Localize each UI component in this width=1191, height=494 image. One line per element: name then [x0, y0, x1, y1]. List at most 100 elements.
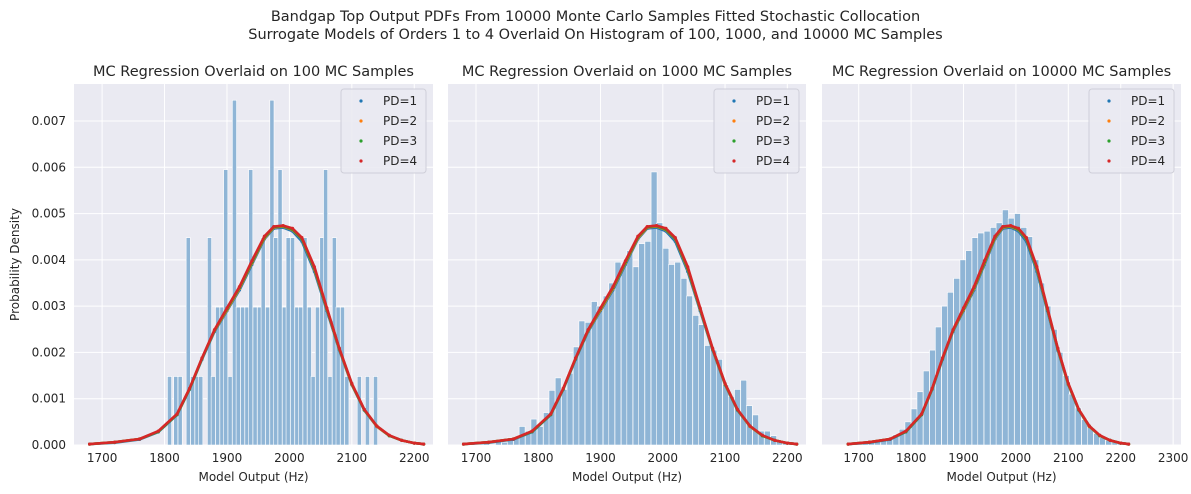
histogram-bar [248, 169, 254, 446]
series-point [250, 259, 254, 263]
histogram-bar [315, 306, 320, 446]
legend-label: PD=4 [1131, 154, 1165, 168]
series-point [623, 259, 628, 263]
y-tick-label: 0.000 [32, 438, 66, 452]
histogram-bar [650, 171, 658, 446]
y-tick-label: 0.003 [32, 299, 66, 313]
histogram-bar [501, 441, 508, 446]
x-tick-label: 1700 [461, 451, 492, 465]
legend-label: PD=3 [1131, 134, 1165, 148]
legend-label: PD=2 [756, 114, 790, 128]
histogram-bar [327, 376, 333, 446]
x-tick-label: 1800 [896, 451, 927, 465]
legend: PD=1 PD=2 PD=3 PD=4 [713, 88, 800, 174]
legend: PD=1 PD=2 PD=3 PD=4 [1088, 88, 1175, 174]
y-tick-label: 0.006 [32, 160, 66, 174]
series-point [1087, 424, 1091, 428]
series-point [993, 234, 997, 238]
x-tick-label: 1700 [843, 451, 874, 465]
x-tick-label: 2200 [399, 451, 430, 465]
series-point [972, 285, 976, 289]
legend-marker [359, 99, 363, 103]
series-point [187, 386, 192, 391]
series-point [846, 442, 850, 446]
histogram-bar [674, 261, 682, 446]
histogram-bar [614, 261, 622, 446]
legend-marker [1107, 139, 1111, 143]
histogram-bar [210, 376, 216, 446]
series-point [1035, 265, 1039, 269]
series-point [325, 306, 329, 310]
histogram-bar [632, 266, 640, 446]
legend-marker [732, 139, 736, 143]
series-point [88, 442, 92, 446]
series-point [673, 236, 677, 240]
series-point [272, 224, 276, 229]
legend-label: PD=2 [383, 114, 417, 128]
series-point [919, 412, 924, 416]
histogram-bar [620, 264, 628, 446]
series-point [698, 306, 702, 310]
histogram-bar [235, 306, 241, 446]
histogram-bar [344, 376, 350, 446]
series-point [1066, 381, 1070, 386]
series-point [686, 265, 690, 269]
series-point [711, 346, 715, 350]
histogram-bar [290, 237, 295, 446]
histogram-bar [686, 295, 693, 446]
x-tick-label: 2200 [1105, 451, 1136, 465]
legend-label: PD=1 [1131, 94, 1165, 108]
legend-label: PD=1 [383, 94, 417, 108]
histogram-bar [947, 291, 954, 446]
series-point [1024, 236, 1028, 240]
series-point [300, 236, 304, 240]
legend-box [340, 88, 427, 174]
histogram-bar [941, 305, 948, 446]
chart-title: MC Regression Overlaid on 1000 MC Sample… [462, 64, 792, 80]
figure-title: Bandgap Top Output PDFs From 10000 Monte… [0, 8, 1191, 44]
series-point [530, 429, 534, 433]
series-point [156, 429, 160, 433]
x-tick-label: 1900 [585, 451, 616, 465]
histogram-bar [990, 227, 997, 446]
series-line [846, 224, 1130, 446]
series-point [1108, 438, 1112, 442]
histogram-bar [1020, 227, 1028, 446]
series-point [598, 306, 603, 310]
series-point [586, 328, 590, 332]
x-tick-label: 2100 [710, 451, 741, 465]
series-point [1056, 346, 1060, 350]
x-tick-label: 2300 [1158, 451, 1189, 465]
series-point [400, 438, 404, 442]
histogram-bar [596, 305, 604, 446]
histogram-bar [273, 237, 279, 446]
histogram-bar [662, 248, 670, 446]
series-point [1119, 441, 1123, 445]
series-point [1001, 224, 1005, 229]
figure-title-line-2: Surrogate Models of Orders 1 to 4 Overla… [248, 27, 943, 43]
histogram-bar [959, 259, 967, 446]
series-point [290, 226, 295, 230]
y-tick-label: 0.005 [32, 207, 66, 221]
series-line [88, 224, 425, 446]
series-point [773, 438, 777, 442]
legend-label: PD=4 [756, 154, 790, 168]
chart-panel-1: 1700 1800 1900 2000 2100 2200 0.000 0.001 0.002 0… [8, 64, 433, 484]
series-pd4 [88, 224, 426, 446]
series-point [785, 441, 789, 445]
x-axis-label: Model Output (Hz) [198, 470, 308, 484]
x-tick-label: 2000 [1001, 451, 1032, 465]
histogram-bar [306, 306, 312, 446]
histogram-bar [668, 264, 675, 446]
series-point [611, 285, 615, 289]
histogram-bar [265, 306, 270, 446]
series-point [422, 442, 426, 446]
series-point [748, 424, 752, 428]
series-point [636, 234, 640, 238]
histogram-bar [240, 306, 245, 446]
series-point [387, 433, 391, 437]
series-point [262, 234, 267, 238]
chart-panel-3: 1700 1800 1900 2000 2100 2200 2300 MC Regressio… [822, 64, 1188, 484]
histogram-bar [608, 282, 616, 446]
x-tick-label: 2000 [648, 451, 679, 465]
